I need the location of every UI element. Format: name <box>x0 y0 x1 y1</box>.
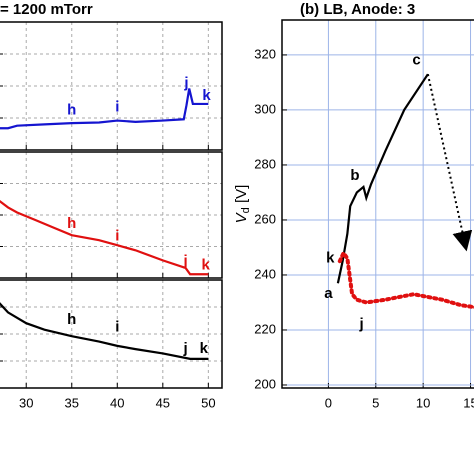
y-axis-label: Vd [V] <box>233 185 252 224</box>
chart-title: = 1200 mTorr <box>0 1 93 18</box>
x-tick-label: 30 <box>19 395 33 410</box>
y-tick-label: 300 <box>254 101 276 116</box>
plot-frame <box>0 279 223 389</box>
y-label-main: V <box>233 211 250 223</box>
x-tick-label: 10 <box>416 395 430 410</box>
plot-frame <box>0 151 223 279</box>
y-tick-label: 240 <box>254 266 276 281</box>
annotation: i <box>115 227 119 244</box>
annotation: c <box>412 51 420 68</box>
x-tick-label: 40 <box>110 395 124 410</box>
plot-frame <box>0 21 223 151</box>
y-tick-label: 200 <box>254 376 276 391</box>
annotation: k <box>201 256 210 273</box>
annotation: b <box>350 167 359 184</box>
y-tick-label: 320 <box>254 46 276 61</box>
y-tick-label: 260 <box>254 211 276 226</box>
y-label-unit: [V] <box>233 185 250 208</box>
y-tick-label: 280 <box>254 156 276 171</box>
data-line <box>0 302 209 360</box>
annotation: k <box>200 340 209 357</box>
data-line <box>0 88 209 130</box>
data-line <box>336 73 429 284</box>
annotation: h <box>67 101 76 118</box>
annotation: j <box>182 340 187 357</box>
annotation: j <box>358 315 363 332</box>
annotation: h <box>67 215 76 232</box>
data-line <box>337 248 474 310</box>
annotation: k <box>326 249 335 266</box>
y-tick-label: 220 <box>254 321 276 336</box>
x-tick-label: 35 <box>65 395 79 410</box>
annotation: h <box>67 311 76 328</box>
plot-frame <box>281 19 474 389</box>
data-line <box>0 200 209 276</box>
x-tick-label: 5 <box>372 395 379 410</box>
annotation: j <box>183 74 188 91</box>
annotation: a <box>324 285 333 302</box>
annotation: i <box>115 318 119 335</box>
x-tick-label: 0 <box>325 395 332 410</box>
annotation: i <box>115 99 119 116</box>
x-tick-label: 15 <box>463 395 474 410</box>
annotation: j <box>182 253 187 270</box>
chart-title: (b) LB, Anode: 3 <box>300 1 415 18</box>
x-tick-label: 45 <box>156 395 170 410</box>
data-line <box>426 73 473 252</box>
annotation: k <box>202 87 211 104</box>
y-label-sub: d <box>240 207 252 213</box>
x-tick-label: 50 <box>201 395 215 410</box>
